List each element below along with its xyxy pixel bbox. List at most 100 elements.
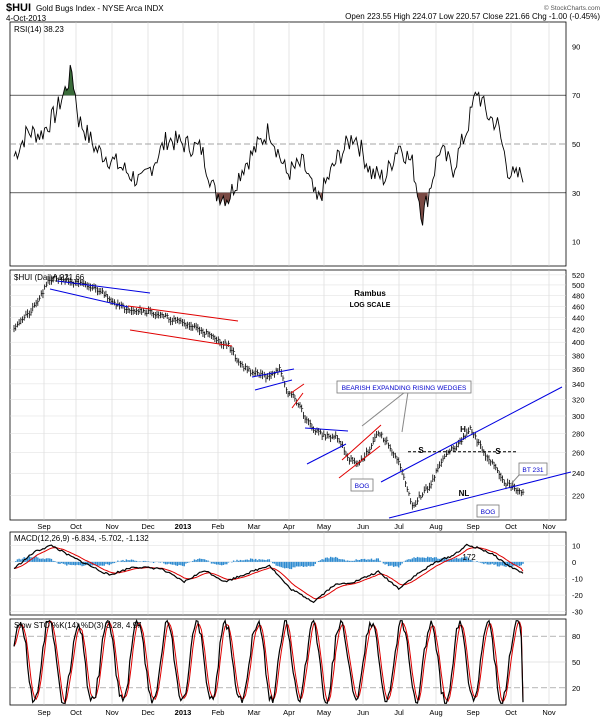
macd-hist-bar [296, 562, 297, 566]
month-label: Nov [105, 708, 119, 717]
macd-signal-line [14, 548, 523, 599]
macd-hist-bar [413, 557, 414, 562]
macd-hist-bar [153, 562, 154, 563]
macd-hist-bar [109, 562, 110, 565]
macd-hist-bar [35, 556, 36, 561]
blue-wedge-upper [252, 369, 294, 377]
macd-hist-bar [427, 557, 428, 562]
macd-hist-bar [267, 559, 268, 561]
macd-hist-bar [61, 562, 62, 563]
macd-hist-bar [492, 562, 493, 564]
price-tick-label: 400 [572, 338, 585, 347]
macd-hist-bar [318, 561, 319, 562]
macd-hist-bar [199, 558, 200, 561]
macd-hist-bar [401, 562, 402, 564]
macd-hist-bar [265, 560, 266, 562]
sto-tick-label: 20 [572, 684, 580, 693]
macd-hist-bar [434, 557, 435, 562]
macd-hist-bar [311, 562, 312, 566]
macd-hist-bar [211, 562, 212, 564]
macd-hist-bar [78, 562, 79, 565]
price-tick-label: 480 [572, 291, 585, 300]
macd-hist-bar [277, 562, 278, 566]
macd-hist-bar [313, 562, 314, 566]
month-label: May [317, 708, 331, 717]
macd-hist-bar [342, 559, 343, 562]
macd-hist-bar [488, 562, 489, 565]
macd-hist-bar [160, 562, 161, 563]
macd-hist-bar [415, 558, 416, 562]
macd-hist-bar [180, 562, 181, 565]
macd-hist-bar [286, 562, 287, 568]
bt-label: BT 231 [522, 467, 543, 474]
macd-hist-bar [64, 562, 65, 565]
macd-hist-bar [327, 557, 328, 561]
macd-hist-bar [378, 558, 379, 562]
macd-hist-bar [480, 562, 481, 563]
macd-hist-bar [255, 559, 256, 562]
price-tick-label: 440 [572, 314, 585, 323]
shoulder-left: S [418, 446, 424, 455]
macd-hist-bar [247, 560, 248, 562]
macd-hist-bar [197, 559, 198, 562]
macd-hist-bar [279, 562, 280, 567]
macd-hist-bar [15, 561, 16, 562]
macd-hist-bar [264, 560, 265, 562]
macd-hist-bar [253, 560, 254, 562]
macd-hist-bar [170, 562, 171, 564]
macd-hist-bar [289, 562, 290, 569]
macd-hist-bar [361, 559, 362, 562]
macd-hist-bar [422, 557, 423, 561]
macd-hist-bar [126, 559, 127, 561]
macd-hist-bar [275, 562, 276, 566]
wedge-label: BEARISH EXPANDING RISING WEDGES [342, 385, 467, 392]
macd-hist-bar [236, 560, 237, 562]
price-tick-label: 380 [572, 351, 585, 360]
macd-hist-bar [168, 562, 169, 564]
macd-hist-bar [294, 562, 295, 568]
macd-hist-bar [105, 562, 106, 564]
macd-hist-bar [260, 560, 261, 562]
macd-hist-bar [412, 558, 413, 562]
month-label: Oct [70, 708, 83, 717]
macd-hist-bar [282, 562, 283, 568]
macd-hist-bar [284, 562, 285, 568]
macd-hist-bar [184, 562, 185, 566]
macd-hist-bar [487, 562, 488, 565]
macd-hist-bar [355, 559, 356, 562]
macd-hist-bar [178, 562, 179, 565]
macd-hist-bar [386, 562, 387, 564]
macd-hist-bar [117, 561, 118, 562]
macd-hist-bar [495, 562, 496, 565]
macd-hist-bar [274, 562, 275, 564]
macd-hist-bar [425, 558, 426, 562]
macd-hist-bar [224, 562, 225, 564]
month-label: Mar [248, 522, 261, 531]
month-label: Jun [357, 708, 369, 717]
header-symbol: $HUI [6, 2, 31, 14]
macd-hist-bar [121, 561, 122, 562]
macd-hist-bar [304, 562, 305, 567]
macd-title: MACD(12,26,9) -6.834, -5.702, -1.132 [14, 534, 149, 543]
month-label: Aug [429, 708, 442, 717]
macd-hist-bar [54, 561, 55, 562]
macd-hist-bar [39, 559, 40, 562]
red-wedge-small-upper [291, 384, 304, 393]
macd-hist-bar [299, 562, 300, 567]
price-tick-label: 520 [572, 271, 585, 280]
macd-hist-bar [298, 562, 299, 567]
macd-hist-bar [73, 562, 74, 565]
macd-hist-bar [345, 561, 346, 562]
macd-hist-bar [250, 558, 251, 561]
macd-hist-bar [493, 562, 494, 565]
macd-hist-bar [172, 562, 173, 565]
macd-hist-bar [354, 561, 355, 562]
macd-line [14, 544, 523, 602]
macd-hist-bar [110, 562, 111, 564]
red-wedge-upper [342, 425, 381, 460]
macd-hist-bar [52, 561, 53, 562]
macd-hist-bar [228, 562, 229, 563]
macd-hist-bar [359, 560, 360, 562]
macd-hist-bar [333, 558, 334, 562]
